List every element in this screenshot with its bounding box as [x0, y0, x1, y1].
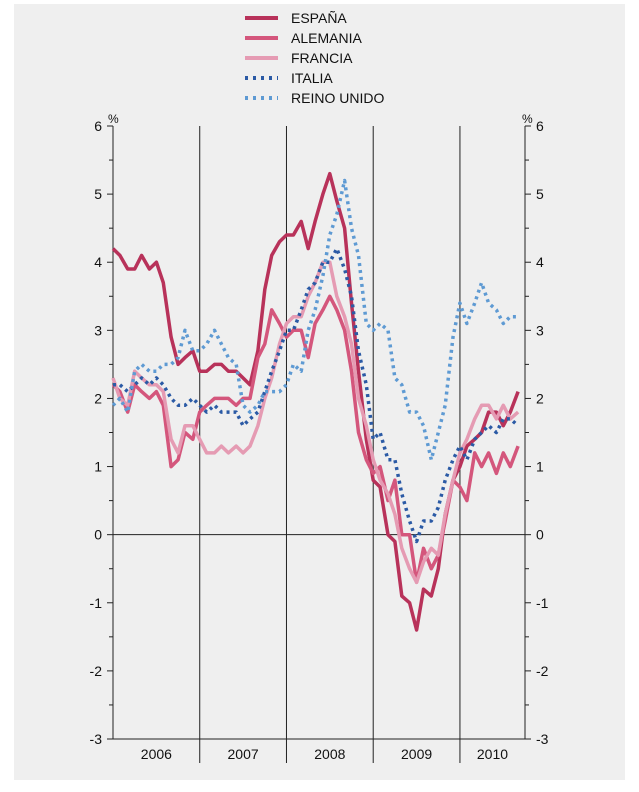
y-tick-label-left: -2 [90, 663, 103, 679]
x-tick-label: 2010 [477, 746, 508, 762]
y-tick-label-left: 0 [94, 527, 102, 543]
series-line-alemania [111, 294, 520, 585]
y-tick-label-left: -1 [90, 595, 103, 611]
y-tick-label-left: -3 [90, 731, 103, 747]
y-tick-label-left: 4 [94, 254, 102, 270]
y-tick-label-right: 6 [536, 118, 544, 134]
legend-label-alemania: ALEMANIA [291, 30, 362, 46]
series-line-reino-unido [111, 178, 519, 462]
y-tick-label-right: 0 [536, 527, 544, 543]
series-layer [111, 171, 520, 632]
y-tick-label-right: 4 [536, 254, 544, 270]
y-tick-label-right: 5 [536, 186, 544, 202]
legend: ESPAÑA ALEMANIA FRANCIA ITALIA REINO UNIDO [245, 10, 384, 106]
y-tick-label-right: 2 [536, 390, 544, 406]
y-tick-label-right: -2 [536, 663, 549, 679]
y-tick-label-left: 3 [94, 322, 102, 338]
y-tick-label-right: 3 [536, 322, 544, 338]
x-tick-label: 2006 [141, 746, 172, 762]
y-tick-label-right: -1 [536, 595, 549, 611]
legend-label-reino-unido: REINO UNIDO [291, 90, 384, 106]
axes: -3 -3 -2 -2 -1 -1 0 0 1 1 2 2 3 3 4 4 5 5 6 6 2006 2007 2008 20… [90, 118, 549, 763]
y-tick-label-left: 5 [94, 186, 102, 202]
legend-label-espana: ESPAÑA [291, 10, 347, 26]
right-axis-unit: % [522, 112, 533, 126]
chart-panel: ESPAÑA ALEMANIA FRANCIA ITALIA REINO UNIDO %… [14, 4, 625, 780]
y-tick-label-left: 1 [94, 459, 102, 475]
x-tick-label: 2007 [228, 746, 259, 762]
y-tick-label-right: 1 [536, 459, 544, 475]
y-tick-label-left: 6 [94, 118, 102, 134]
x-tick-label: 2009 [401, 746, 432, 762]
legend-label-francia: FRANCIA [291, 50, 353, 66]
left-axis-unit: % [108, 112, 119, 126]
line-chart: ESPAÑA ALEMANIA FRANCIA ITALIA REINO UNIDO %… [90, 10, 549, 763]
y-tick-label-left: 2 [94, 390, 102, 406]
y-tick-label-right: -3 [536, 731, 549, 747]
series-line-italia [113, 246, 520, 544]
legend-label-italia: ITALIA [291, 70, 333, 86]
x-tick-label: 2008 [314, 746, 345, 762]
